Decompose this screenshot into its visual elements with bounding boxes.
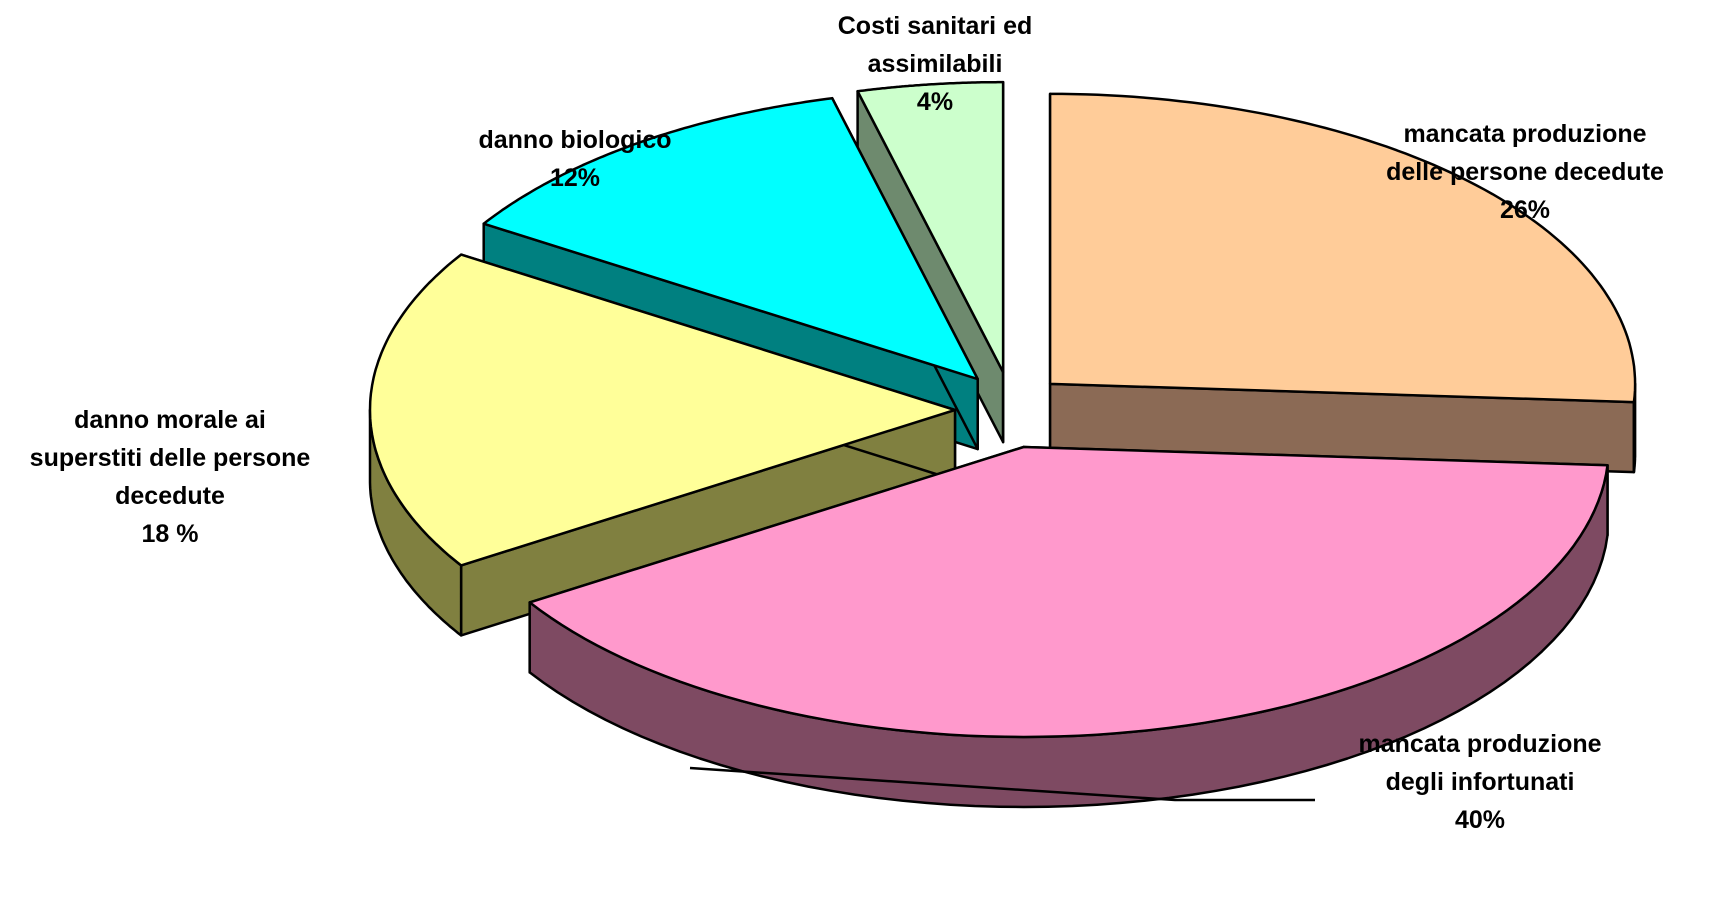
slice-label-line: mancata produzione bbox=[1358, 730, 1601, 758]
pie-slice-3 bbox=[482, 96, 979, 381]
slice-label-line: delle persone decedute bbox=[1386, 158, 1664, 186]
slice-label-line: Costi sanitari ed bbox=[838, 12, 1033, 40]
slice-label-line: mancata produzione bbox=[1403, 120, 1646, 148]
slice-label-3: danno biologico 12% bbox=[478, 126, 671, 192]
slice-label-1: mancata produzione degli infortunati 40% bbox=[1358, 730, 1601, 834]
slice-label-line: assimilabili bbox=[868, 50, 1003, 78]
pie-slice-1 bbox=[528, 445, 1609, 739]
slice-label-2: danno morale ai superstiti delle persone d… bbox=[30, 406, 311, 548]
slice-label-line: danno biologico bbox=[478, 126, 671, 154]
slice-label-line: danno morale ai bbox=[74, 406, 266, 434]
slice-label-4: Costi sanitari ed assimilabili 4% bbox=[838, 12, 1033, 116]
slice-value-label: 40% bbox=[1455, 806, 1505, 834]
slice-label-0: mancata produzione delle persone decedute… bbox=[1386, 120, 1664, 224]
slice-label-line: degli infortunati bbox=[1386, 768, 1575, 796]
leader-lines bbox=[689, 766, 1315, 802]
slice-value-label: 12% bbox=[550, 164, 600, 192]
pie-slice-2 bbox=[368, 253, 957, 567]
pie-slice-4 bbox=[856, 80, 1005, 374]
leader-line-1 bbox=[689, 766, 1315, 802]
slice-label-line: decedute bbox=[115, 482, 225, 510]
slice-value-label: 18 % bbox=[142, 520, 199, 548]
slice-label-line: superstiti delle persone bbox=[30, 444, 311, 472]
pie-slice-0 bbox=[1048, 92, 1637, 404]
slice-value-label: 4% bbox=[917, 88, 953, 116]
slice-value-label: 26% bbox=[1500, 196, 1550, 224]
pie-slice-tops bbox=[368, 80, 1637, 739]
slice-labels: mancata produzione delle persone decedute… bbox=[30, 12, 1664, 834]
